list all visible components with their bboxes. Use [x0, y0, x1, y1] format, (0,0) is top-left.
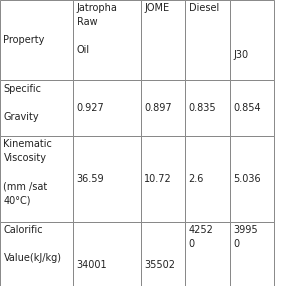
Bar — [185, 222, 230, 286]
Bar — [141, 80, 185, 136]
Bar — [185, 136, 230, 222]
Text: 0.854: 0.854 — [233, 103, 261, 113]
Text: Specific

Gravity: Specific Gravity — [3, 84, 41, 122]
Text: 2.6: 2.6 — [189, 174, 204, 184]
Text: JOME: JOME — [144, 3, 169, 13]
Text: 10.72: 10.72 — [144, 174, 172, 184]
Text: 5.036: 5.036 — [233, 174, 261, 184]
Bar — [230, 136, 274, 222]
Bar — [0, 0, 73, 80]
Text: 0.927: 0.927 — [77, 103, 104, 113]
Text: Calorific

Value(kJ/kg): Calorific Value(kJ/kg) — [3, 225, 61, 263]
Text: 0.897: 0.897 — [144, 103, 172, 113]
Bar — [185, 0, 230, 80]
Text: Kinematic
Viscosity

(mm /sat
40°C): Kinematic Viscosity (mm /sat 40°C) — [3, 139, 52, 205]
Text: J30: J30 — [233, 50, 248, 60]
Bar — [0, 222, 73, 286]
Text: 35502: 35502 — [144, 260, 175, 269]
Bar — [73, 0, 141, 80]
Text: Diesel: Diesel — [189, 3, 219, 13]
Text: Property: Property — [3, 35, 45, 45]
Text: 3995
0: 3995 0 — [233, 225, 258, 249]
Bar — [0, 136, 73, 222]
Bar — [230, 0, 274, 80]
Bar — [230, 80, 274, 136]
Text: 0.835: 0.835 — [189, 103, 216, 113]
Bar — [73, 80, 141, 136]
Bar — [141, 136, 185, 222]
Bar — [185, 80, 230, 136]
Bar — [73, 222, 141, 286]
Bar — [141, 0, 185, 80]
Text: 4252
0: 4252 0 — [189, 225, 214, 249]
Text: Jatropha
Raw

Oil: Jatropha Raw Oil — [77, 3, 117, 55]
Bar — [73, 136, 141, 222]
Bar — [230, 222, 274, 286]
Bar — [0, 80, 73, 136]
Text: 34001: 34001 — [77, 260, 107, 269]
Bar — [141, 222, 185, 286]
Text: 36.59: 36.59 — [77, 174, 104, 184]
